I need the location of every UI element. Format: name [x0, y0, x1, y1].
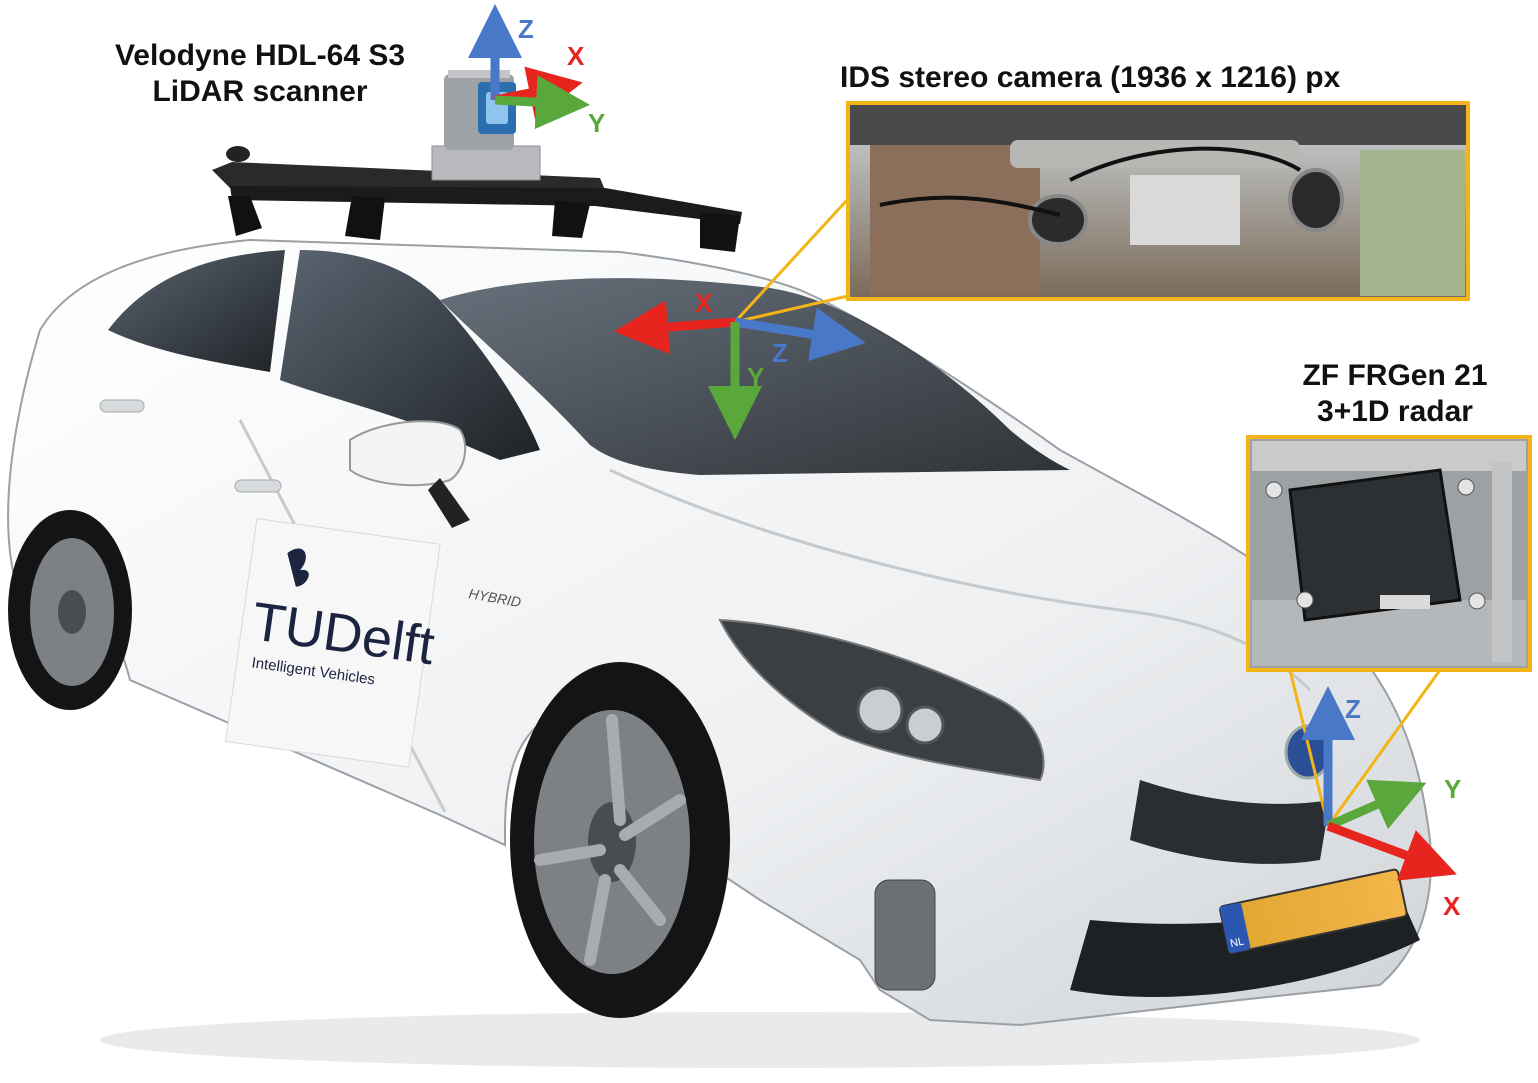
camera-x-axis	[614, 300, 736, 355]
toyota-logo	[1284, 724, 1332, 780]
radar-x-label: X	[1443, 891, 1461, 921]
camera-inset-headliner	[850, 105, 1466, 145]
camera-inset	[733, 101, 1470, 324]
radar-sensor	[1288, 468, 1462, 622]
camera-x-label: X	[695, 288, 713, 318]
camera-mount	[1130, 175, 1240, 245]
lidar-title-line1: Velodyne HDL-64 S3	[114, 39, 406, 72]
radar-title: ZF FRGen 21 3+1D radar	[1270, 358, 1520, 430]
camera-z-label: Z	[772, 338, 788, 368]
radar-y-axis	[1326, 779, 1427, 831]
radar-title-line1: ZF FRGen 21	[1302, 359, 1488, 392]
camera-title: IDS stereo camera (1936 x 1216) px	[840, 60, 1400, 96]
front-side-window	[280, 250, 540, 460]
rear-side-window	[108, 250, 285, 372]
radar-axes: Z Y X	[1301, 686, 1461, 921]
radar-x-axis	[1326, 821, 1457, 881]
camera-axes: X Z Y	[614, 288, 866, 440]
lidar-title: Velodyne HDL-64 S3 LiDAR scanner	[80, 38, 440, 110]
plate-country: NL	[1229, 936, 1245, 951]
roof-rack	[212, 146, 742, 252]
car: TUDelft Intelligent Vehicles HYBRID NL	[7, 70, 1432, 1068]
camera-z-axis	[734, 307, 866, 362]
camera-y-label: Y	[747, 362, 764, 392]
left-camera-lens	[1028, 194, 1088, 246]
radar-y-label: Y	[1444, 774, 1461, 804]
right-camera-lens	[1288, 168, 1344, 232]
radar-inset	[1246, 435, 1532, 827]
camera-title-text: IDS stereo camera (1936 x 1216) px	[840, 61, 1341, 94]
lidar-y-axis	[494, 75, 590, 130]
camera-inset-building	[870, 145, 1040, 295]
fog-light	[874, 879, 936, 991]
front-wheel	[510, 662, 730, 1018]
front-grille	[1130, 780, 1330, 864]
door-logo-panel: TUDelft Intelligent Vehicles	[225, 518, 441, 768]
side-mirror	[349, 420, 467, 487]
car-shadow	[100, 1012, 1420, 1068]
radar-z-label: Z	[1345, 694, 1361, 724]
lidar-z-label: Z	[518, 14, 534, 44]
rear-wheel	[8, 510, 132, 710]
windshield	[440, 278, 1070, 475]
radar-title-line2: 3+1D radar	[1317, 395, 1473, 428]
lidar-x-label: X	[567, 41, 585, 71]
lidar-axes: Z X Y	[468, 4, 605, 138]
license-plate: NL	[1219, 868, 1408, 954]
lidar-unit	[431, 70, 541, 181]
lidar-title-line2: LiDAR scanner	[152, 75, 368, 108]
lidar-y-label: Y	[588, 108, 605, 138]
